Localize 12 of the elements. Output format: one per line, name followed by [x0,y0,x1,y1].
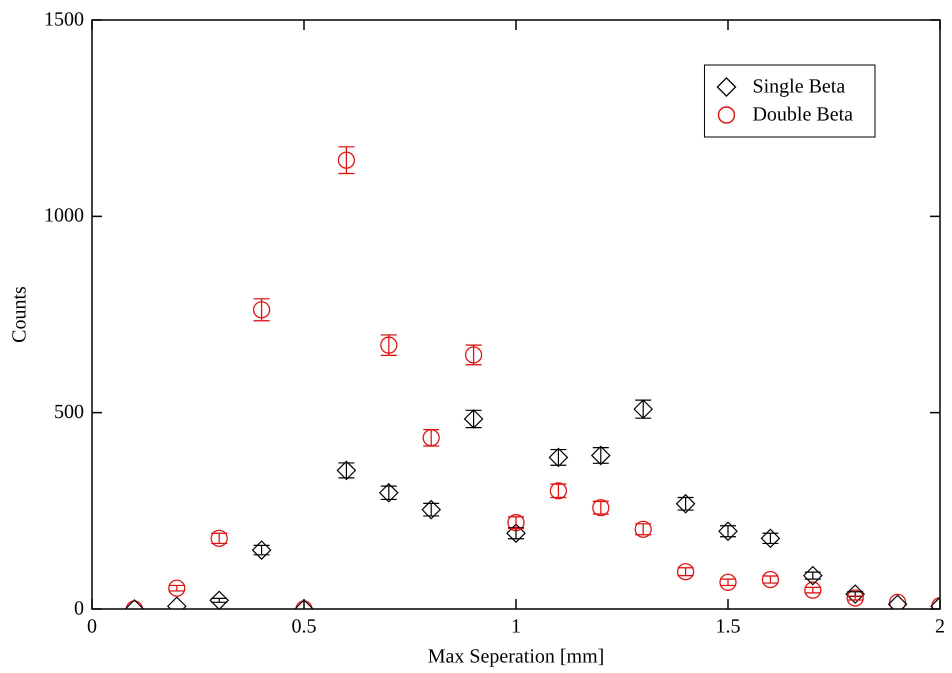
legend-label: Double Beta [752,103,854,126]
legend-label: Single Beta [752,75,846,98]
y-tick-label: 1500 [44,8,84,30]
x-tick-label: 1.5 [716,615,740,638]
x-tick-label: 2 [935,615,945,638]
x-tick-label: 1 [511,615,521,638]
y-tick-label: 0 [74,597,84,620]
x-axis-title: Max Seperation [mm] [428,645,604,668]
x-tick-label: 0.5 [292,615,316,638]
y-tick-label: 500 [54,400,84,423]
y-axis-title: Counts [8,286,30,343]
y-tick-label: 1000 [44,204,84,227]
